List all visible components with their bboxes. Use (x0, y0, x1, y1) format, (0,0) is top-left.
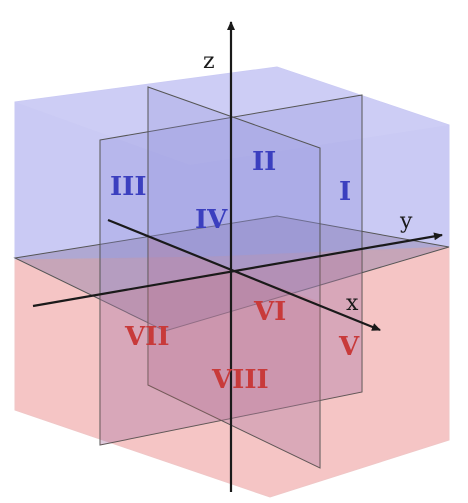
x-axis (107, 218, 381, 332)
y-axis (32, 232, 443, 308)
octant-label-VI: VI (253, 297, 286, 327)
octant-label-IV: IV (195, 205, 228, 235)
octant-label-III: III (110, 172, 147, 202)
octant-label-II: II (252, 147, 276, 177)
octant-label-V: V (338, 332, 360, 362)
z-axis-label: z (203, 49, 215, 74)
octant-label-I: I (339, 177, 351, 207)
x-axis-label: x (346, 291, 359, 316)
y-axis-label: y (399, 209, 413, 234)
lower-yz-plane-tint (148, 236, 320, 468)
octant-label-VIII: VIII (211, 365, 269, 395)
octant-label-VII: VII (124, 322, 170, 352)
axes (32, 21, 443, 492)
